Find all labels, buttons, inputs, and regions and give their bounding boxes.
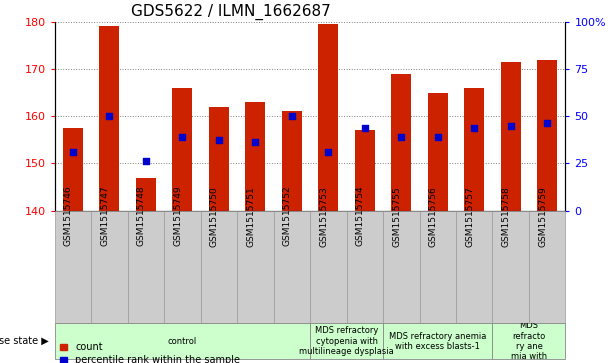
Bar (492, 211, 529, 323)
Text: GSM1515758: GSM1515758 (502, 186, 511, 246)
Bar (310, 323, 383, 359)
Bar (456, 211, 492, 323)
Point (396, 134, 406, 140)
Point (250, 139, 260, 145)
Bar (201, 211, 237, 323)
Bar (354, 130, 375, 211)
Point (469, 125, 479, 131)
Bar (99, 26, 119, 211)
Point (178, 134, 187, 140)
Bar (136, 178, 156, 211)
Text: GSM1515757: GSM1515757 (465, 186, 474, 246)
Text: GSM1515752: GSM1515752 (283, 186, 292, 246)
Bar (383, 211, 420, 323)
Bar (63, 128, 83, 211)
Point (433, 134, 443, 140)
Bar (492, 323, 565, 359)
Bar (237, 211, 274, 323)
Point (68, 148, 78, 154)
Bar (164, 211, 201, 323)
Point (323, 148, 333, 154)
Point (214, 137, 224, 143)
Text: GSM1515754: GSM1515754 (356, 186, 365, 246)
Legend: count, percentile rank within the sample: count, percentile rank within the sample (60, 342, 240, 363)
Point (105, 113, 114, 119)
Bar (383, 323, 492, 359)
Bar (318, 24, 338, 211)
Text: GSM1515755: GSM1515755 (392, 186, 401, 246)
Text: GSM1515753: GSM1515753 (319, 186, 328, 246)
Bar (55, 211, 91, 323)
Text: GSM1515756: GSM1515756 (429, 186, 438, 246)
Text: GSM1515751: GSM1515751 (246, 186, 255, 246)
Text: disease state ▶: disease state ▶ (0, 336, 49, 346)
Point (542, 120, 552, 126)
Text: MDS refractory anemia
with excess blasts-1: MDS refractory anemia with excess blasts… (389, 331, 486, 351)
Bar (91, 211, 128, 323)
Bar (537, 60, 557, 211)
Bar (172, 88, 192, 211)
Bar (128, 211, 164, 323)
Bar (55, 323, 310, 359)
Bar (310, 211, 347, 323)
Bar (274, 211, 310, 323)
Point (506, 123, 516, 129)
Bar (391, 74, 411, 211)
Text: GSM1515748: GSM1515748 (137, 186, 146, 246)
Text: GSM1515750: GSM1515750 (210, 186, 219, 246)
Point (141, 158, 151, 164)
Text: MDS
refracto
ry ane
mia with: MDS refracto ry ane mia with (511, 321, 547, 361)
Bar (282, 111, 302, 211)
Bar (427, 93, 447, 211)
Text: GSM1515759: GSM1515759 (538, 186, 547, 246)
Text: MDS refractory
cytopenia with
multilineage dysplasia: MDS refractory cytopenia with multilinea… (299, 326, 394, 356)
Bar (529, 211, 565, 323)
Text: GSM1515746: GSM1515746 (64, 186, 73, 246)
Text: GDS5622 / ILMN_1662687: GDS5622 / ILMN_1662687 (131, 4, 331, 20)
Text: GSM1515749: GSM1515749 (173, 186, 182, 246)
Text: GSM1515747: GSM1515747 (100, 186, 109, 246)
Bar (464, 88, 484, 211)
Text: control: control (168, 337, 197, 346)
Bar (420, 211, 456, 323)
Point (287, 113, 297, 119)
Point (360, 125, 370, 131)
Bar (209, 107, 229, 211)
Bar (245, 102, 265, 211)
Bar (500, 62, 520, 211)
Bar (347, 211, 383, 323)
